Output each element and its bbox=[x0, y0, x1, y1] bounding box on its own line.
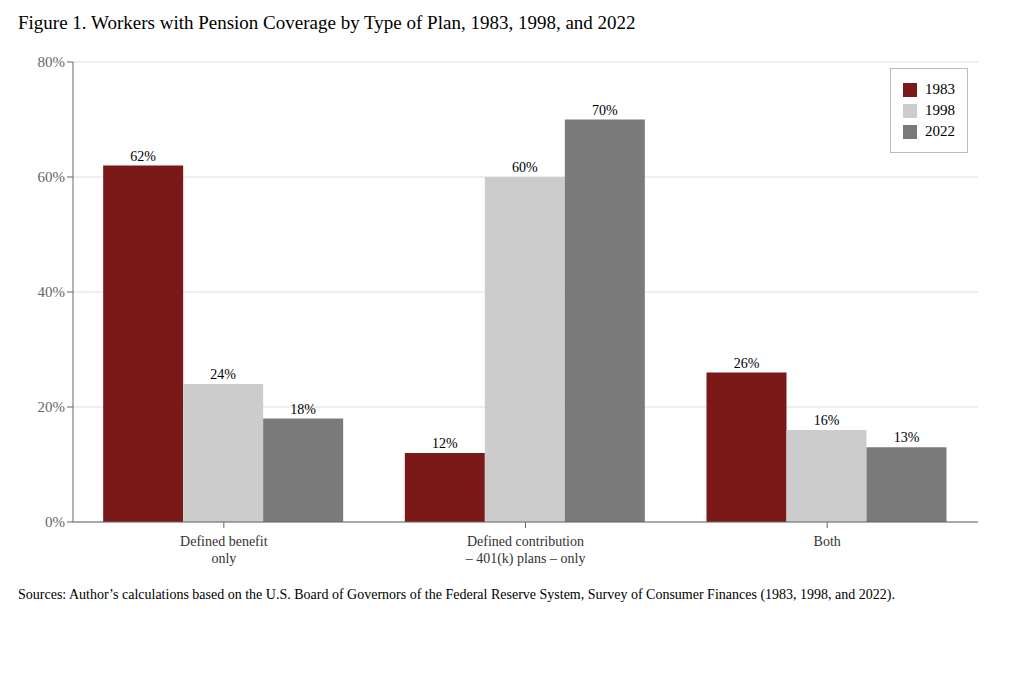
html-text:Figure 1. Workers with Pension: Figure 1. Workers with Pension Coverage … bbox=[18, 12, 636, 33]
svg-text:80%: 80% bbox=[38, 54, 66, 70]
html-text:Sources: Author’s calculations: Sources: Author’s calculations based on … bbox=[18, 587, 895, 602]
svg-text:26%: 26% bbox=[734, 356, 760, 371]
svg-text:0%: 0% bbox=[45, 514, 65, 530]
svg-text:60%: 60% bbox=[38, 169, 66, 185]
svg-text:16%: 16% bbox=[814, 413, 840, 428]
html-text:1983: 1983 bbox=[925, 81, 955, 97]
svg-text:18%: 18% bbox=[290, 402, 316, 417]
svg-text:70%: 70% bbox=[592, 103, 618, 118]
svg-text:Defined benefitonly: Defined benefitonly bbox=[180, 534, 268, 566]
svg-text:60%: 60% bbox=[512, 160, 538, 175]
svg-text:24%: 24% bbox=[210, 367, 236, 382]
svg-text:Both: Both bbox=[814, 534, 841, 549]
html-text:1998: 1998 bbox=[925, 102, 955, 118]
svg-text:12%: 12% bbox=[432, 436, 458, 451]
html-text:2022: 2022 bbox=[925, 123, 955, 139]
svg-text:62%: 62% bbox=[130, 149, 156, 164]
svg-text:20%: 20% bbox=[38, 399, 66, 415]
svg-text:Defined contribution– 401(k) p: Defined contribution– 401(k) plans – onl… bbox=[465, 534, 586, 567]
svg-text:40%: 40% bbox=[38, 284, 66, 300]
svg-text:13%: 13% bbox=[894, 430, 920, 445]
